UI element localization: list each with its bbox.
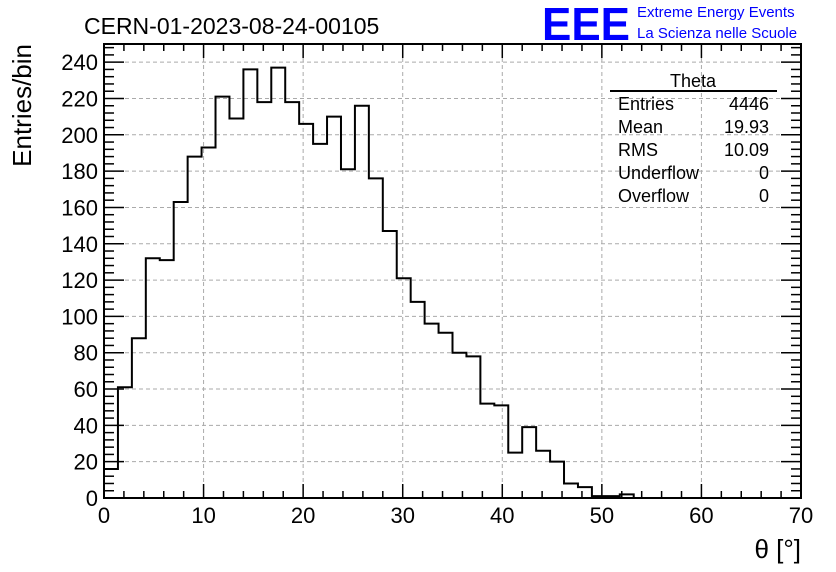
histogram-bin <box>299 124 313 498</box>
y-tick-label: 140 <box>61 232 98 257</box>
stats-title: Theta <box>670 71 717 91</box>
y-tick-label: 80 <box>74 341 98 366</box>
stats-row-value: 19.93 <box>724 117 769 137</box>
histogram-bin <box>188 157 202 498</box>
logo-line-2: La Scienza nelle Scuole <box>637 25 797 42</box>
histogram-bin <box>132 338 146 498</box>
histogram-bin <box>453 353 467 498</box>
y-tick-label: 100 <box>61 304 98 329</box>
histogram-bin <box>536 451 550 498</box>
histogram-bin <box>369 178 383 498</box>
y-axis-ticks: 0 20 40 60 80 100 120 140 160 180 200 220 240 <box>61 46 801 511</box>
histogram-bin <box>578 487 592 498</box>
histogram-bin <box>508 453 522 498</box>
x-axis-ticks: 0 10 20 30 40 50 60 70 <box>98 44 813 528</box>
logo-mark: EEE <box>542 0 630 50</box>
y-tick-label: 20 <box>74 450 98 475</box>
stats-row-label: RMS <box>618 140 658 160</box>
grid-lines <box>104 44 801 498</box>
histogram-bin <box>439 333 453 498</box>
x-tick-label: 40 <box>490 503 514 528</box>
logo-line-1: Extreme Energy Events <box>637 4 795 21</box>
histogram-bin <box>397 278 411 498</box>
histogram-bin <box>216 97 230 498</box>
stats-row-value: 4446 <box>729 94 769 114</box>
x-tick-label: 60 <box>689 503 713 528</box>
y-axis-label: Entries/bin <box>7 44 37 167</box>
y-tick-label: 240 <box>61 50 98 75</box>
x-tick-label: 0 <box>98 503 110 528</box>
histogram-bin <box>564 483 578 498</box>
histogram-bin <box>466 356 480 498</box>
chart-title: CERN-01-2023-08-24-00105 <box>84 13 379 39</box>
histogram-bin <box>285 102 299 498</box>
histogram-bin <box>411 302 425 498</box>
x-tick-label: 20 <box>291 503 315 528</box>
histogram-bin <box>313 144 327 498</box>
y-tick-label: 0 <box>86 486 98 511</box>
stats-row-label: Overflow <box>618 186 690 206</box>
histogram-bin <box>341 169 355 498</box>
histogram-bin <box>383 231 397 498</box>
histogram-bin <box>174 202 188 498</box>
y-tick-label: 160 <box>61 195 98 220</box>
histogram-bin <box>480 404 494 498</box>
plot-frame <box>103 43 802 499</box>
y-tick-label: 220 <box>61 86 98 111</box>
stats-row-value: 0 <box>759 186 769 206</box>
stats-row-label: Mean <box>618 117 663 137</box>
histogram-bin <box>118 387 132 498</box>
histogram-bin <box>522 427 536 498</box>
histogram-bin <box>494 405 508 498</box>
x-tick-label: 70 <box>789 503 813 528</box>
histogram-bin <box>160 260 174 498</box>
histogram-bars <box>103 66 801 499</box>
x-tick-label: 30 <box>390 503 414 528</box>
histogram-bin <box>271 68 285 498</box>
histogram-bin <box>229 118 243 498</box>
histogram-bin <box>257 102 271 498</box>
histogram-bin <box>243 69 257 498</box>
y-tick-label: 180 <box>61 159 98 184</box>
x-tick-label: 10 <box>191 503 215 528</box>
histogram-bin <box>425 324 439 498</box>
histogram-bin <box>355 106 369 498</box>
stats-box: Theta Entries 4446 Mean 19.93 RMS 10.09 Underf… <box>610 71 777 206</box>
stats-row-label: Entries <box>618 94 674 114</box>
x-axis-label: θ [°] <box>754 534 801 564</box>
stats-row-label: Underflow <box>618 163 700 183</box>
x-tick-label: 50 <box>590 503 614 528</box>
stats-row-value: 0 <box>759 163 769 183</box>
histogram-outline <box>103 66 801 499</box>
histogram-bin <box>202 148 216 498</box>
stats-row-value: 10.09 <box>724 140 769 160</box>
histogram-bin <box>327 117 341 498</box>
y-tick-label: 60 <box>74 377 98 402</box>
histogram-bin <box>146 258 160 498</box>
y-tick-label: 120 <box>61 268 98 293</box>
y-tick-label: 40 <box>74 413 98 438</box>
y-tick-label: 200 <box>61 123 98 148</box>
eee-logo: EEE Extreme Energy Events La Scienza nel… <box>542 0 797 50</box>
